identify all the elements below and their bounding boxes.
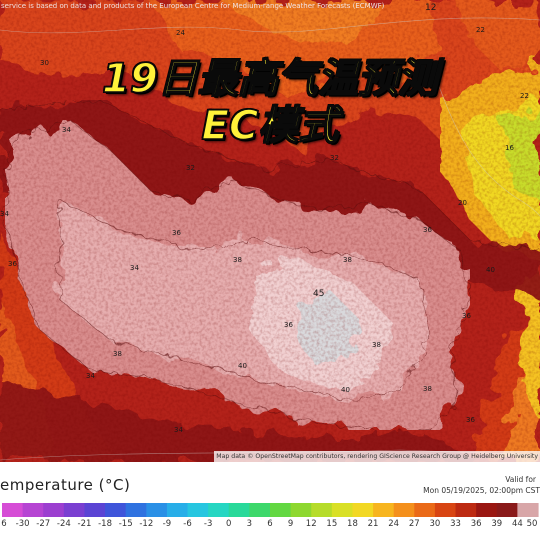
colorbar-segment [414, 503, 436, 517]
colorbar-tick-label: -3 [203, 519, 213, 529]
map-label: 22 [476, 26, 485, 34]
map-label: 34 [62, 126, 71, 134]
valid-time: Mon 05/19/2025, 02:00pm CST [423, 486, 540, 495]
colorbar-tick-label: 50 [526, 519, 538, 529]
colorbar-segment [63, 503, 86, 517]
legend-title: emperature (°C) [0, 476, 131, 494]
map-label: 45 [313, 289, 324, 299]
colorbar-segment [393, 503, 415, 517]
colorbar-segment [373, 503, 395, 517]
map-attribution[interactable]: Map data © OpenStreetMap contributors, r… [214, 451, 540, 462]
colorbar-tick-label: -27 [36, 519, 51, 529]
colorbar-segment [166, 503, 189, 517]
texture-overlay [0, 0, 540, 462]
legend-panel [0, 462, 540, 540]
colorbar-tick-label: -21 [77, 519, 92, 529]
colorbar-tick-label: 3 [246, 519, 253, 529]
colorbar-segment [352, 503, 374, 517]
colorbar-tick-label: 39 [491, 519, 503, 529]
colorbar-tick-label: 12 [305, 519, 317, 529]
colorbar-tick-label: 18 [347, 519, 358, 529]
colorbar-tick-label: 24 [388, 519, 400, 529]
temperature-map[interactable]: 24 22 12 16 20 34 36 38 40 45 40 40 38 3… [0, 0, 540, 462]
map-label: 24 [176, 29, 185, 37]
colorbar-tick-label: 44 [511, 519, 523, 529]
colorbar-segment [455, 503, 477, 517]
colorbar-segment [146, 503, 168, 517]
colorbar-segment [517, 503, 539, 517]
colorbar-tick-label: 30 [429, 519, 441, 529]
contour-lines [0, 99, 540, 431]
colorbar-tick-label: -9 [162, 519, 172, 529]
valid-for-label: Valid for [505, 475, 536, 484]
map-label: 38 [423, 385, 432, 393]
colorbar-segment [105, 503, 127, 517]
colorbar-ticks: 6 -30 -27 -24 -21 -18 -15 -12 -9 -6 -3 0 3 6 9 12 15 18 21… [0, 519, 540, 533]
map-label: 34 [86, 372, 95, 380]
colorbar-segment [434, 503, 457, 517]
colorbar-segment [43, 503, 65, 517]
colorbar-segment [125, 503, 147, 517]
map-label: 36 [284, 321, 293, 329]
colorbar-tick-label: 36 [470, 519, 482, 529]
colorbar-segment [270, 503, 292, 517]
colorbar-tick-label: -15 [118, 519, 133, 529]
colorbar-segment [2, 503, 24, 517]
colorbar-segment [208, 503, 230, 517]
colorbar-segment [331, 503, 354, 517]
map-label: 36 [423, 226, 432, 234]
colorbar-tick-label: 33 [450, 519, 461, 529]
map-label: 22 [520, 92, 529, 100]
map-label: 12 [425, 3, 436, 13]
colorbar-tick-label: 27 [408, 519, 420, 529]
colorbar-tick-label: -30 [15, 519, 30, 529]
map-label: 38 [372, 341, 381, 349]
colorbar-segment [476, 503, 498, 517]
map-label: 34 [130, 264, 139, 272]
map-label: 36 [172, 229, 181, 237]
colorbar-segment [496, 503, 518, 517]
colorbar-tick-label: 0 [226, 519, 232, 529]
map-label: 20 [458, 199, 467, 207]
colorbar-segment [249, 503, 271, 517]
isotherm-labels: 24 22 12 16 20 34 36 38 40 45 40 40 38 3… [0, 3, 529, 434]
headline-title: 19日最高气温预测 [101, 55, 438, 103]
colorbar-segment [22, 503, 44, 517]
colorbar-tick-label: 9 [287, 519, 294, 529]
map-label: 40 [238, 362, 247, 370]
map-label: 30 [40, 59, 49, 67]
map-label: 38 [343, 256, 352, 264]
map-label: 32 [186, 164, 195, 172]
colorbar-tick-label: 21 [367, 519, 379, 529]
colorbar-segment [84, 503, 106, 517]
colorbar-segment [311, 503, 333, 517]
temperature-colorbar [2, 503, 539, 517]
map-label: 36 [462, 312, 471, 320]
ecmwf-credit: service is based on data and products of… [1, 2, 385, 10]
colorbar-tick-label: 6 [267, 519, 273, 529]
colorbar-tick-label: -18 [98, 519, 113, 529]
colorbar-tick-label: -6 [183, 519, 192, 529]
map-label: 34 [0, 210, 9, 218]
colorbar-segment [290, 503, 312, 517]
colorbar-tick-label: -24 [56, 519, 71, 529]
map-label: 32 [330, 154, 339, 162]
colorbar-segment [228, 503, 250, 517]
colorbar-tick-label: 6 [1, 519, 7, 529]
colorbar-tick-label: -12 [139, 519, 154, 529]
map-label: 38 [233, 256, 242, 264]
map-label: 16 [505, 144, 514, 152]
colorbar-tick-label: 15 [326, 519, 338, 529]
map-label: 40 [486, 266, 495, 274]
colorbar-segment [187, 503, 209, 517]
map-label: 36 [466, 416, 475, 424]
map-label: 40 [341, 386, 350, 394]
headline-subtitle: EC模式 [201, 102, 339, 150]
map-label: 36 [8, 260, 17, 268]
map-label: 34 [174, 426, 183, 434]
map-label: 38 [113, 350, 122, 358]
